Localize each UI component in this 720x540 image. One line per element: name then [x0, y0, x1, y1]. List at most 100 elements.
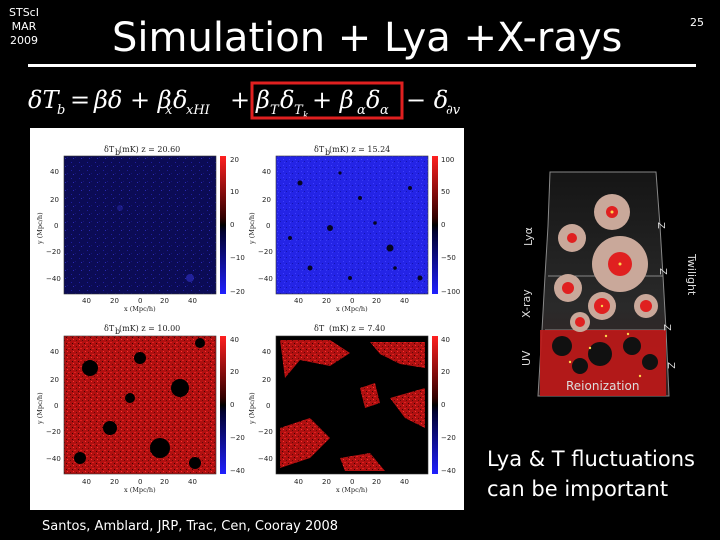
- reionization-cone: Lyα X-ray UV Twilight Z Z Z Z Reionizati…: [520, 171, 698, 397]
- eq-term1b-sub: xHI: [186, 103, 211, 118]
- panel1-cbar-tick: 10: [230, 188, 239, 196]
- panel2-ytick: −40: [258, 275, 273, 283]
- equation-highlight-box: [250, 81, 404, 120]
- panel4-xtick: 40: [294, 478, 303, 486]
- panel3-label: δT: [104, 324, 115, 333]
- panel2-colorbar: [432, 156, 438, 294]
- panel-z-20-60: δT b (mK) z = 20.60 20 10 0 −10 −20 40 2…: [36, 145, 245, 313]
- brightness-temperature-equation: δT b = βδ + β x δ xHI + β T δ T k + β α …: [28, 81, 461, 120]
- panel1-cbar-tick: 0: [230, 221, 234, 229]
- simulation-figure: δT b (mK) z = 20.60 20 10 0 −10 −20 40 2…: [30, 128, 464, 510]
- label-reionization: Reionization: [566, 379, 639, 393]
- panel1-map: [63, 155, 217, 295]
- panel4-cbar-tick: 40: [441, 336, 450, 344]
- panel2-xtick: 0: [350, 297, 354, 305]
- panel3-cbar-tick: 0: [230, 401, 234, 409]
- label-uv: UV: [520, 350, 533, 366]
- eq-lhs-sub: b: [57, 103, 65, 118]
- panel2-ytick: 40: [262, 168, 271, 176]
- panel1-xtick: 40: [82, 297, 91, 305]
- panel2-label-rest: (mK) z = 15.24: [329, 145, 390, 154]
- panel1-ytick: 40: [50, 168, 59, 176]
- panel3-ytick: −20: [46, 428, 61, 436]
- panel2-cbar-tick: 100: [441, 156, 454, 164]
- panel2-label: δT: [314, 145, 325, 154]
- eq-tail-sub: ∂v: [446, 103, 461, 118]
- panel4-cbar-tick: −40: [441, 467, 456, 475]
- panel1-label-sub: b: [115, 148, 120, 157]
- eq-boxed-a-sub: T: [270, 103, 280, 118]
- panel3-ytick: 40: [50, 348, 59, 356]
- panel2-map: [275, 155, 429, 295]
- citation: Santos, Amblard, JRP, Trac, Cen, Cooray …: [42, 519, 339, 534]
- label-twilight: Twilight: [685, 253, 698, 296]
- panel4-ytick: 20: [262, 376, 271, 384]
- panel3-ylabel: y (Mpc/h): [36, 392, 44, 425]
- panel4-ytick: −20: [258, 428, 273, 436]
- panel4-ytick: 0: [266, 402, 270, 410]
- panel4-xtick: 20: [372, 478, 381, 486]
- panel2-xtick: 40: [294, 297, 303, 305]
- panel1-ytick: 0: [54, 222, 58, 230]
- panel3-ytick: 0: [54, 402, 58, 410]
- header-affiliation: STScI MAR 2009: [4, 6, 44, 48]
- panel4-label-rest: (mK) z = 7.40: [329, 324, 385, 333]
- panel4-cbar-tick: −20: [441, 434, 456, 442]
- z-label: Z: [661, 324, 672, 331]
- simulation-panels: δT b (mK) z = 20.60 20 10 0 −10 −20 40 2…: [36, 145, 460, 494]
- panel1-ytick: 20: [50, 196, 59, 204]
- panel4-ytick: 40: [262, 348, 271, 356]
- panel3-xtick: 20: [110, 478, 119, 486]
- panel2-ylabel: y (Mpc/h): [248, 212, 256, 245]
- panel3-cbar-tick: 20: [230, 368, 239, 376]
- eq-boxed-d-sub: α: [380, 103, 389, 118]
- takeaway-note: Lya & T fluctuations can be important: [487, 444, 695, 504]
- panel2-cbar-tick: 0: [441, 221, 445, 229]
- panel-z-7-40: δT (mK) z = 7.40 40 20 0 −20 −40 40 20 0…: [248, 324, 456, 494]
- panel3-cbar-tick: 40: [230, 336, 239, 344]
- panel1-label-rest: (mK) z = 20.60: [119, 145, 180, 154]
- panel2-xtick: 20: [372, 297, 381, 305]
- org-year: 2009: [10, 34, 38, 47]
- panel2-xtick: 20: [322, 297, 331, 305]
- panel4-cbar-tick: 20: [441, 368, 450, 376]
- org-month: MAR: [11, 20, 37, 33]
- panel2-cbar-tick: 50: [441, 188, 450, 196]
- panel4-xlabel: x (Mpc/h): [336, 486, 368, 494]
- panel1-ytick: −20: [46, 248, 61, 256]
- panel1-xtick: 20: [110, 297, 119, 305]
- panel-z-15-24: δT b (mK) z = 15.24 100 50 0 −50 −100 40…: [248, 145, 460, 313]
- panel2-ytick: 20: [262, 196, 271, 204]
- note-line-2: can be important: [487, 477, 669, 501]
- panel3-label-sub: b: [115, 327, 120, 336]
- eq-term1: βδ + β: [93, 86, 172, 114]
- panel3-xlabel: x (Mpc/h): [124, 486, 156, 494]
- panel1-label: δT: [104, 145, 115, 154]
- label-xray: X-ray: [520, 289, 533, 318]
- panel4-cbar-tick: 0: [441, 401, 445, 409]
- panel3-cbar-tick: −40: [230, 467, 245, 475]
- panel1-xtick: 40: [188, 297, 197, 305]
- eq-boxed-b-sub: T: [294, 103, 304, 118]
- panel4-colorbar: [432, 336, 438, 474]
- eq-term1b: δ: [173, 86, 187, 114]
- panel3-label-rest: (mK) z = 10.00: [119, 324, 180, 333]
- panel2-label-sub: b: [325, 148, 330, 157]
- eq-boxed-c: + β: [312, 86, 354, 114]
- panel2-ytick: 0: [266, 222, 270, 230]
- eq-tail: − δ: [406, 86, 448, 114]
- eq-lhs: δT: [28, 86, 60, 114]
- panel2-cbar-tick: −50: [441, 254, 456, 262]
- eq-boxed-b-subsub: k: [303, 111, 308, 120]
- panel2-xlabel: x (Mpc/h): [336, 305, 368, 313]
- eq-equals: =: [70, 86, 90, 114]
- panel2-cbar-tick: −100: [441, 288, 460, 296]
- eq-boxed-b: δ: [280, 86, 294, 114]
- eq-boxed-a: β: [255, 86, 270, 114]
- panel4-xtick: 0: [350, 478, 354, 486]
- panel4-xtick: 40: [400, 478, 409, 486]
- panel3-ytick: 20: [50, 376, 59, 384]
- panel1-xtick: 0: [138, 297, 142, 305]
- panel1-cbar-tick: 20: [230, 156, 239, 164]
- panel3-xtick: 40: [82, 478, 91, 486]
